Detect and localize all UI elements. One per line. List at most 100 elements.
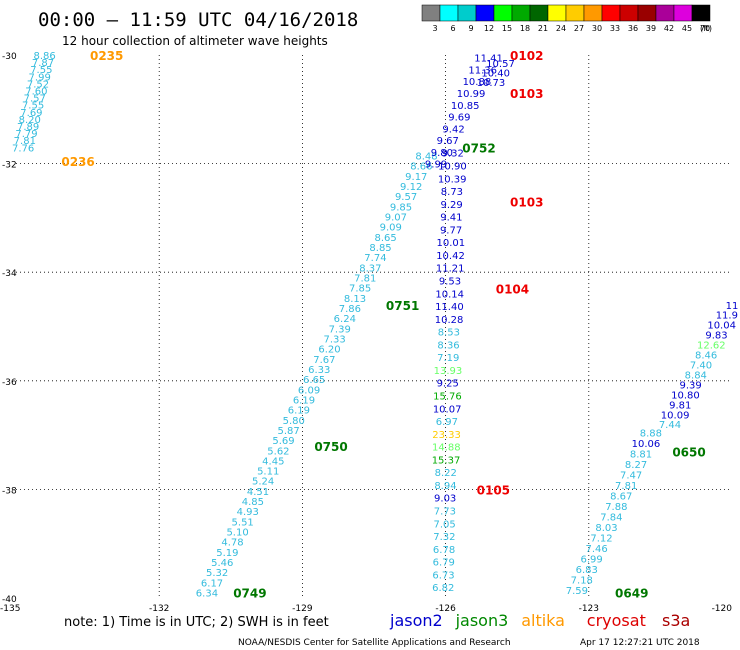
wave-height-value: 10.09 xyxy=(661,410,690,421)
wave-height-value: 9.39 xyxy=(679,380,701,391)
wave-height-value: 9.85 xyxy=(390,202,412,213)
wave-height-value: 4.85 xyxy=(242,497,264,508)
wave-height-value: 11.21 xyxy=(436,264,465,275)
wave-height-value: 7.81 xyxy=(354,273,376,284)
y-tick-label: -40 xyxy=(2,595,17,605)
wave-height-value: 8.20 xyxy=(19,115,41,126)
wave-height-value: 9.03 xyxy=(434,494,456,505)
wave-height-value: 6.78 xyxy=(433,545,455,556)
wave-height-value: 7.99 xyxy=(29,72,51,83)
wave-height-value: 13.93 xyxy=(434,366,463,377)
wave-height-value: 8.67 xyxy=(610,491,632,502)
wave-height-value: 7.87 xyxy=(32,58,54,69)
y-tick-label: -36 xyxy=(2,378,17,388)
wave-height-value: 8.88 xyxy=(640,428,662,439)
wave-height-value: 7.81 xyxy=(615,481,637,492)
wave-height-value: 5.62 xyxy=(267,446,289,457)
wave-height-value: 8.65 xyxy=(375,233,397,244)
wave-height-value: 15.76 xyxy=(433,391,462,402)
colorbar-unit: (ft) xyxy=(700,24,712,33)
wave-height-value: 7.18 xyxy=(571,575,593,586)
legend-jason3: jason3 xyxy=(455,611,509,630)
wave-height-value: 9.57 xyxy=(395,192,417,203)
wave-height-value: 7.79 xyxy=(15,129,37,140)
wave-height-value: 5.10 xyxy=(226,528,248,539)
wave-height-value: 6.83 xyxy=(576,565,598,576)
wave-height-value: 10.42 xyxy=(436,251,465,262)
wave-height-value: 5.80 xyxy=(283,416,305,427)
time-label: 0104 xyxy=(496,282,529,296)
wave-height-value: 6.79 xyxy=(433,558,455,569)
wave-height-value: 9.69 xyxy=(448,113,470,124)
wave-height-value: 9.80 xyxy=(431,148,453,159)
plot-area: -30-32-34-36-38-40 -135 -132 -129 -126 -123-… xyxy=(0,49,738,614)
x-axis-ticks: -135 -132 -129 -126 -123 -120 xyxy=(0,604,732,614)
wave-height-value: 6.17 xyxy=(201,578,223,589)
wave-height-value: 9.09 xyxy=(380,223,402,234)
wave-height-value: 9.81 xyxy=(669,400,691,411)
wave-height-value: 4.78 xyxy=(221,538,243,549)
colorbar-swatch xyxy=(457,4,477,22)
wave-height-value: 9.83 xyxy=(705,331,727,342)
color-scale-legend: 3 6 9 12 15 18 21 24 27 30 33 36 39 42 45 70(ft) xyxy=(421,4,712,33)
colorbar-label: 24 xyxy=(556,24,566,33)
wave-height-value: 7.46 xyxy=(585,544,607,555)
wave-height-value: 10.90 xyxy=(438,162,467,173)
wave-height-value: 10.06 xyxy=(632,439,661,450)
wave-height-value: 7.59 xyxy=(566,586,588,597)
wave-height-value: 7.40 xyxy=(690,361,712,372)
wave-height-value: 7.89 xyxy=(17,122,39,133)
wave-height-value: 7.47 xyxy=(620,470,642,481)
time-label: 0102 xyxy=(510,49,543,63)
wave-height-value: 11.36 xyxy=(468,65,497,76)
colorbar-label: 70 xyxy=(700,24,710,33)
wave-height-value: 8.85 xyxy=(369,243,391,254)
colorbar-label: 9 xyxy=(468,24,473,33)
colorbar-swatch xyxy=(547,4,567,22)
wave-height-value: 14.88 xyxy=(432,443,461,454)
wave-height-value: 10.88 xyxy=(463,77,492,88)
colorbar-label: 12 xyxy=(484,24,494,33)
time-label: 0103 xyxy=(510,196,543,210)
wave-height-value: 7.86 xyxy=(339,304,361,315)
wave-height-value: 10.57 xyxy=(486,59,515,70)
wave-height-value: 12.62 xyxy=(697,341,726,352)
colorbar-label: 18 xyxy=(520,24,530,33)
wave-height-value: 5.11 xyxy=(257,467,279,478)
time-label: 0752 xyxy=(462,141,495,155)
colorbar-swatch xyxy=(637,4,657,22)
colorbar-label: 3 xyxy=(432,24,437,33)
colorbar-swatch xyxy=(493,4,513,22)
time-label: 0749 xyxy=(233,587,266,601)
x-tick-label: -120 xyxy=(712,604,733,614)
colorbar-label: 21 xyxy=(538,24,548,33)
time-label: 0650 xyxy=(672,445,705,459)
wave-height-value: 6.33 xyxy=(308,365,330,376)
colorbar-swatch xyxy=(529,4,549,22)
wave-height-value: 7.39 xyxy=(329,324,351,335)
wave-height-value: 11.9 xyxy=(716,311,738,322)
wave-height-value: 6.09 xyxy=(298,385,320,396)
wave-height-value: 9.41 xyxy=(440,213,462,224)
colorbar-swatch xyxy=(475,4,495,22)
time-label: 0105 xyxy=(477,483,510,497)
wave-height-value: 10.07 xyxy=(433,404,462,415)
colorbar-label: 33 xyxy=(610,24,620,33)
wave-height-value: 7.81 xyxy=(14,136,36,147)
colorbar-label: 6 xyxy=(450,24,455,33)
time-label: 0751 xyxy=(386,299,419,313)
wave-height-value: 10.04 xyxy=(707,321,736,332)
satellite-legend: jason2 jason3 altika cryosat s3a xyxy=(389,611,690,630)
wave-height-value: 7.84 xyxy=(600,512,622,523)
wave-height-value: 6.34 xyxy=(196,589,218,600)
wave-height-value: 6.20 xyxy=(318,345,340,356)
wave-height-value: 10.99 xyxy=(457,89,486,100)
wave-height-value: 15.37 xyxy=(432,455,461,466)
colorbar-swatch xyxy=(673,4,693,22)
wave-height-value: 7.05 xyxy=(433,519,455,530)
colorbar-label: 39 xyxy=(646,24,656,33)
wave-height-value: 7.60 xyxy=(25,87,47,98)
wave-height-value: 10.28 xyxy=(435,315,464,326)
footer-note: note: 1) Time is in UTC; 2) SWH is in fe… xyxy=(64,615,329,630)
